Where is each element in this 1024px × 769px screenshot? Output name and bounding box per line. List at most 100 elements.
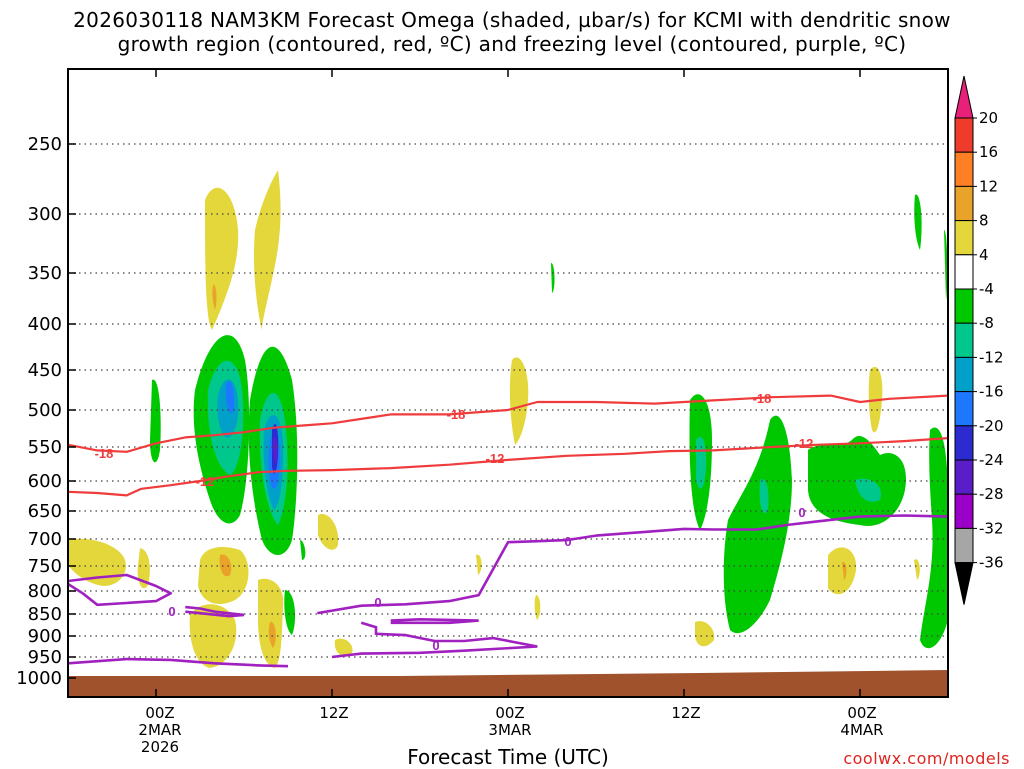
omega-shade-green	[551, 262, 555, 293]
dgz-minus18-contour	[68, 394, 948, 453]
contour-label: -12	[486, 451, 505, 466]
y-tick-label: 750	[28, 556, 62, 577]
colorbar-label: -24	[979, 451, 1004, 469]
freezing-level-main-contour	[317, 514, 948, 615]
colorbar-swatch	[954, 425, 974, 461]
omega-shade-green	[914, 194, 922, 250]
y-tick-label: 950	[28, 647, 62, 668]
colorbar-swatch	[954, 391, 974, 427]
colorbar-label: -8	[979, 314, 994, 332]
omega-shade-orange	[219, 554, 232, 577]
freezing-level-contour-fragment	[185, 605, 245, 618]
y-tick-label: 700	[28, 529, 62, 550]
x-tick-label: 2MAR	[138, 721, 181, 739]
omega-shade-orange	[268, 621, 276, 648]
dgz-minus12-contour	[68, 437, 948, 497]
freezing-level-contour	[68, 573, 172, 607]
x-tick-label: 3MAR	[488, 721, 531, 739]
colorbar-label: -32	[979, 519, 1004, 537]
contour-lines	[68, 394, 948, 668]
colorbar-label: -28	[979, 485, 1004, 503]
contour-label: 0	[564, 534, 571, 549]
omega-shade-yellow	[137, 548, 150, 589]
contour-label: -12	[196, 474, 215, 489]
y-tick-label: 350	[28, 263, 62, 284]
x-tick-label: 00Z	[495, 704, 524, 722]
omega-shade-teal	[855, 478, 881, 502]
omega-shade-orange	[842, 561, 847, 580]
colorbar-swatch	[954, 356, 974, 393]
colorbar-swatch	[954, 459, 974, 495]
omega-shade-green	[300, 540, 306, 560]
y-tick-label: 400	[28, 314, 62, 335]
x-axis-label: Forecast Time (UTC)	[407, 745, 609, 769]
ground-surface-rise	[400, 670, 948, 677]
omega-shade-yellow	[253, 170, 281, 330]
colorbar-swatch	[954, 185, 974, 222]
colorbar-max-arrow	[954, 75, 974, 119]
colorbar-swatch	[954, 322, 974, 358]
contour-label: -18	[753, 391, 772, 406]
contour-label: 0	[432, 638, 439, 653]
omega-shade-yellow	[828, 547, 857, 595]
colorbar-swatch	[954, 493, 974, 529]
contour-label: 0	[168, 604, 175, 619]
y-tick-label: 1000	[16, 668, 62, 689]
omega-shade-yellow	[198, 547, 249, 605]
colorbar-label: -36	[979, 554, 1004, 572]
omega-shade-yellow	[68, 538, 126, 586]
y-axis: 2503003504004505005506006507007508008509…	[16, 134, 76, 689]
y-tick-label: 500	[28, 400, 62, 421]
y-tick-label: 300	[28, 204, 62, 225]
freezing-level-contour-fragment	[390, 617, 479, 625]
omega-shade-yellow	[334, 638, 353, 657]
omega-shade-green	[723, 415, 792, 634]
omega-shade-orange	[212, 284, 217, 310]
colorbar-label: 16	[979, 143, 998, 161]
chart-title-line-1: 2026030118 NAM3KM Forecast Omega (shaded…	[73, 8, 951, 32]
x-tick-label: 12Z	[671, 704, 700, 722]
omega-shade-yellow	[476, 554, 482, 575]
x-tick-label: 00Z	[145, 704, 174, 722]
freezing-level-contour-fragment	[331, 621, 538, 659]
colorbar-label: 8	[979, 212, 989, 230]
y-tick-label: 550	[28, 437, 62, 458]
y-tick-label: 450	[28, 360, 62, 381]
contour-labels: -18 -12 -18 -12 -12 -18 0 0 0 0 0	[95, 391, 814, 653]
colorbar-swatch	[954, 254, 974, 290]
colorbar-swatch	[954, 527, 974, 564]
omega-shade-teal	[759, 479, 769, 514]
y-tick-label: 850	[28, 604, 62, 625]
chart-title-line-2: growth region (contoured, red, ºC) and f…	[117, 32, 907, 56]
colorbar-label: 4	[979, 246, 989, 264]
freezing-level-contour-fragment	[68, 657, 289, 668]
omega-shade-yellow	[189, 604, 237, 668]
colorbar-label: 20	[979, 109, 998, 127]
omega-shade-yellow	[695, 621, 715, 647]
x-tick-label: 00Z	[847, 704, 876, 722]
omega-shade-green	[944, 230, 948, 300]
x-axis: 00Z 2MAR 2026 12Z 00Z 3MAR 12Z 00Z 4MAR	[138, 69, 884, 756]
y-tick-label: 650	[28, 501, 62, 522]
omega-shade-green	[150, 379, 161, 463]
colorbar-swatch	[954, 117, 974, 153]
y-tick-label: 800	[28, 581, 62, 602]
x-tick-label: 4MAR	[840, 721, 883, 739]
source-credit: coolwx.com/models	[843, 749, 1010, 768]
colorbar-label: -4	[979, 280, 994, 298]
omega-shade-blue	[225, 381, 235, 414]
y-tick-label: 250	[28, 134, 62, 155]
colorbar-label: -12	[979, 348, 1004, 366]
contour-label: -18	[447, 407, 466, 422]
y-tick-label: 600	[28, 471, 62, 492]
contour-label: -12	[795, 436, 814, 451]
y-tick-label: 900	[28, 626, 62, 647]
omega-shade-yellow	[509, 357, 529, 445]
omega-shade-yellow	[318, 514, 339, 550]
x-tick-label: 12Z	[319, 704, 348, 722]
colorbar-swatch	[954, 288, 974, 324]
omega-shade-green	[920, 427, 948, 649]
colorbar-label: -20	[979, 417, 1004, 435]
colorbar-label: 12	[979, 177, 998, 195]
